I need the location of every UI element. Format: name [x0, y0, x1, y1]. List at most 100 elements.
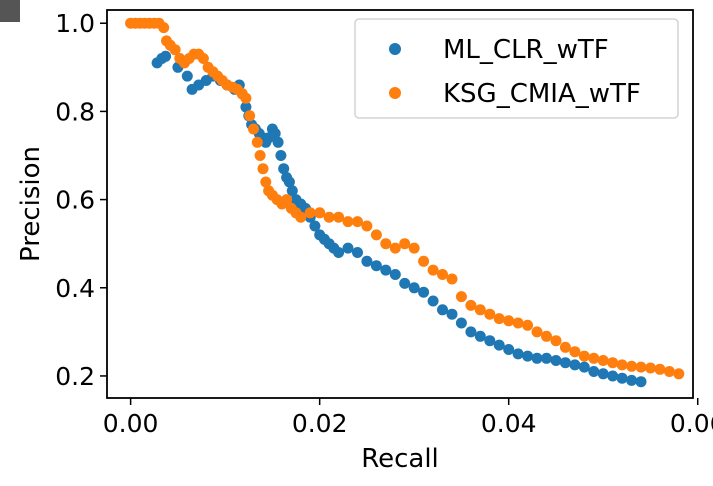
legend-label-ksg-cmia-wtf: KSG_CMIA_wTF — [443, 79, 641, 109]
y-tick-label: 0.8 — [55, 97, 95, 126]
data-point — [569, 346, 581, 358]
y-axis-label: Precision — [16, 146, 46, 262]
data-point — [522, 319, 534, 331]
data-point — [272, 136, 284, 148]
data-point — [361, 220, 373, 232]
data-point — [654, 363, 666, 375]
data-point — [512, 317, 524, 329]
x-tick-label: 0.06 — [670, 409, 713, 438]
data-point — [408, 242, 420, 254]
data-point — [446, 273, 458, 285]
data-point — [484, 308, 496, 320]
data-point — [408, 282, 420, 294]
data-point — [626, 374, 638, 386]
data-point — [361, 255, 373, 267]
data-point — [578, 350, 590, 362]
data-point — [465, 299, 477, 311]
data-point — [616, 372, 628, 384]
data-point — [616, 359, 628, 371]
data-point — [370, 229, 382, 241]
data-point — [158, 22, 170, 34]
data-point — [389, 242, 401, 254]
data-point — [352, 247, 363, 258]
data-point — [645, 362, 656, 374]
data-point — [240, 92, 252, 104]
x-tick-label: 0.02 — [292, 409, 348, 438]
data-point — [512, 348, 524, 360]
legend-marker-ml-clr-wtf — [389, 43, 401, 55]
data-point — [541, 352, 552, 364]
data-point — [333, 211, 345, 223]
data-point — [446, 308, 458, 320]
data-point — [588, 352, 600, 364]
series-ksg-cmia-wtf — [125, 17, 685, 380]
data-point — [275, 150, 287, 161]
data-point — [389, 269, 401, 280]
data-point — [569, 359, 581, 371]
data-point — [260, 176, 272, 188]
data-point — [474, 330, 486, 342]
data-point — [531, 352, 543, 364]
data-point — [160, 50, 172, 62]
plot-frame — [106, 9, 694, 399]
legend-label-ml-clr-wtf: ML_CLR_wTF — [443, 35, 609, 65]
x-axis-label: Recall — [361, 444, 439, 474]
data-point — [550, 355, 562, 366]
data-point — [251, 136, 263, 148]
data-point — [257, 163, 269, 175]
data-point — [635, 361, 647, 373]
data-point — [427, 295, 439, 307]
data-point — [455, 291, 467, 303]
data-point — [673, 368, 685, 380]
data-point — [333, 247, 345, 258]
data-point — [283, 176, 295, 188]
data-point — [588, 366, 600, 377]
y-tick-label: 0.2 — [55, 362, 95, 391]
data-point — [380, 238, 392, 250]
data-point — [474, 304, 486, 316]
data-point — [304, 207, 316, 219]
data-point — [597, 368, 609, 380]
data-point — [455, 317, 467, 329]
data-point — [531, 326, 543, 338]
data-point — [380, 264, 392, 276]
data-point — [352, 216, 363, 228]
data-point — [244, 110, 256, 122]
data-point — [427, 264, 439, 276]
data-point — [493, 313, 505, 325]
data-point — [484, 335, 496, 347]
data-point — [169, 44, 181, 56]
data-point — [181, 70, 193, 82]
data-point — [323, 211, 335, 223]
points-layer — [125, 17, 685, 388]
data-point — [522, 350, 534, 362]
legend-box — [354, 18, 679, 119]
data-point — [437, 269, 448, 280]
data-point — [370, 260, 382, 272]
data-point — [197, 53, 209, 64]
data-point — [309, 220, 321, 232]
data-point — [240, 101, 252, 113]
y-tick-label: 0.6 — [55, 186, 95, 215]
data-point — [278, 163, 290, 175]
data-point — [607, 370, 619, 382]
data-point — [418, 286, 430, 298]
data-point — [559, 357, 571, 369]
data-point — [399, 277, 411, 289]
data-point — [465, 326, 477, 338]
data-point — [314, 207, 326, 219]
data-point — [503, 315, 515, 327]
y-tick-label: 0.4 — [55, 274, 95, 303]
data-point — [541, 330, 552, 342]
data-point — [559, 341, 571, 353]
data-point — [342, 242, 354, 254]
data-point — [437, 304, 448, 316]
data-point — [550, 335, 562, 347]
data-point — [295, 211, 307, 223]
corner-mark — [0, 0, 20, 22]
data-point — [635, 376, 647, 388]
data-point — [597, 355, 609, 366]
data-point — [503, 344, 515, 355]
data-point — [418, 255, 430, 267]
legend-marker-ksg-cmia-wtf — [389, 87, 401, 99]
